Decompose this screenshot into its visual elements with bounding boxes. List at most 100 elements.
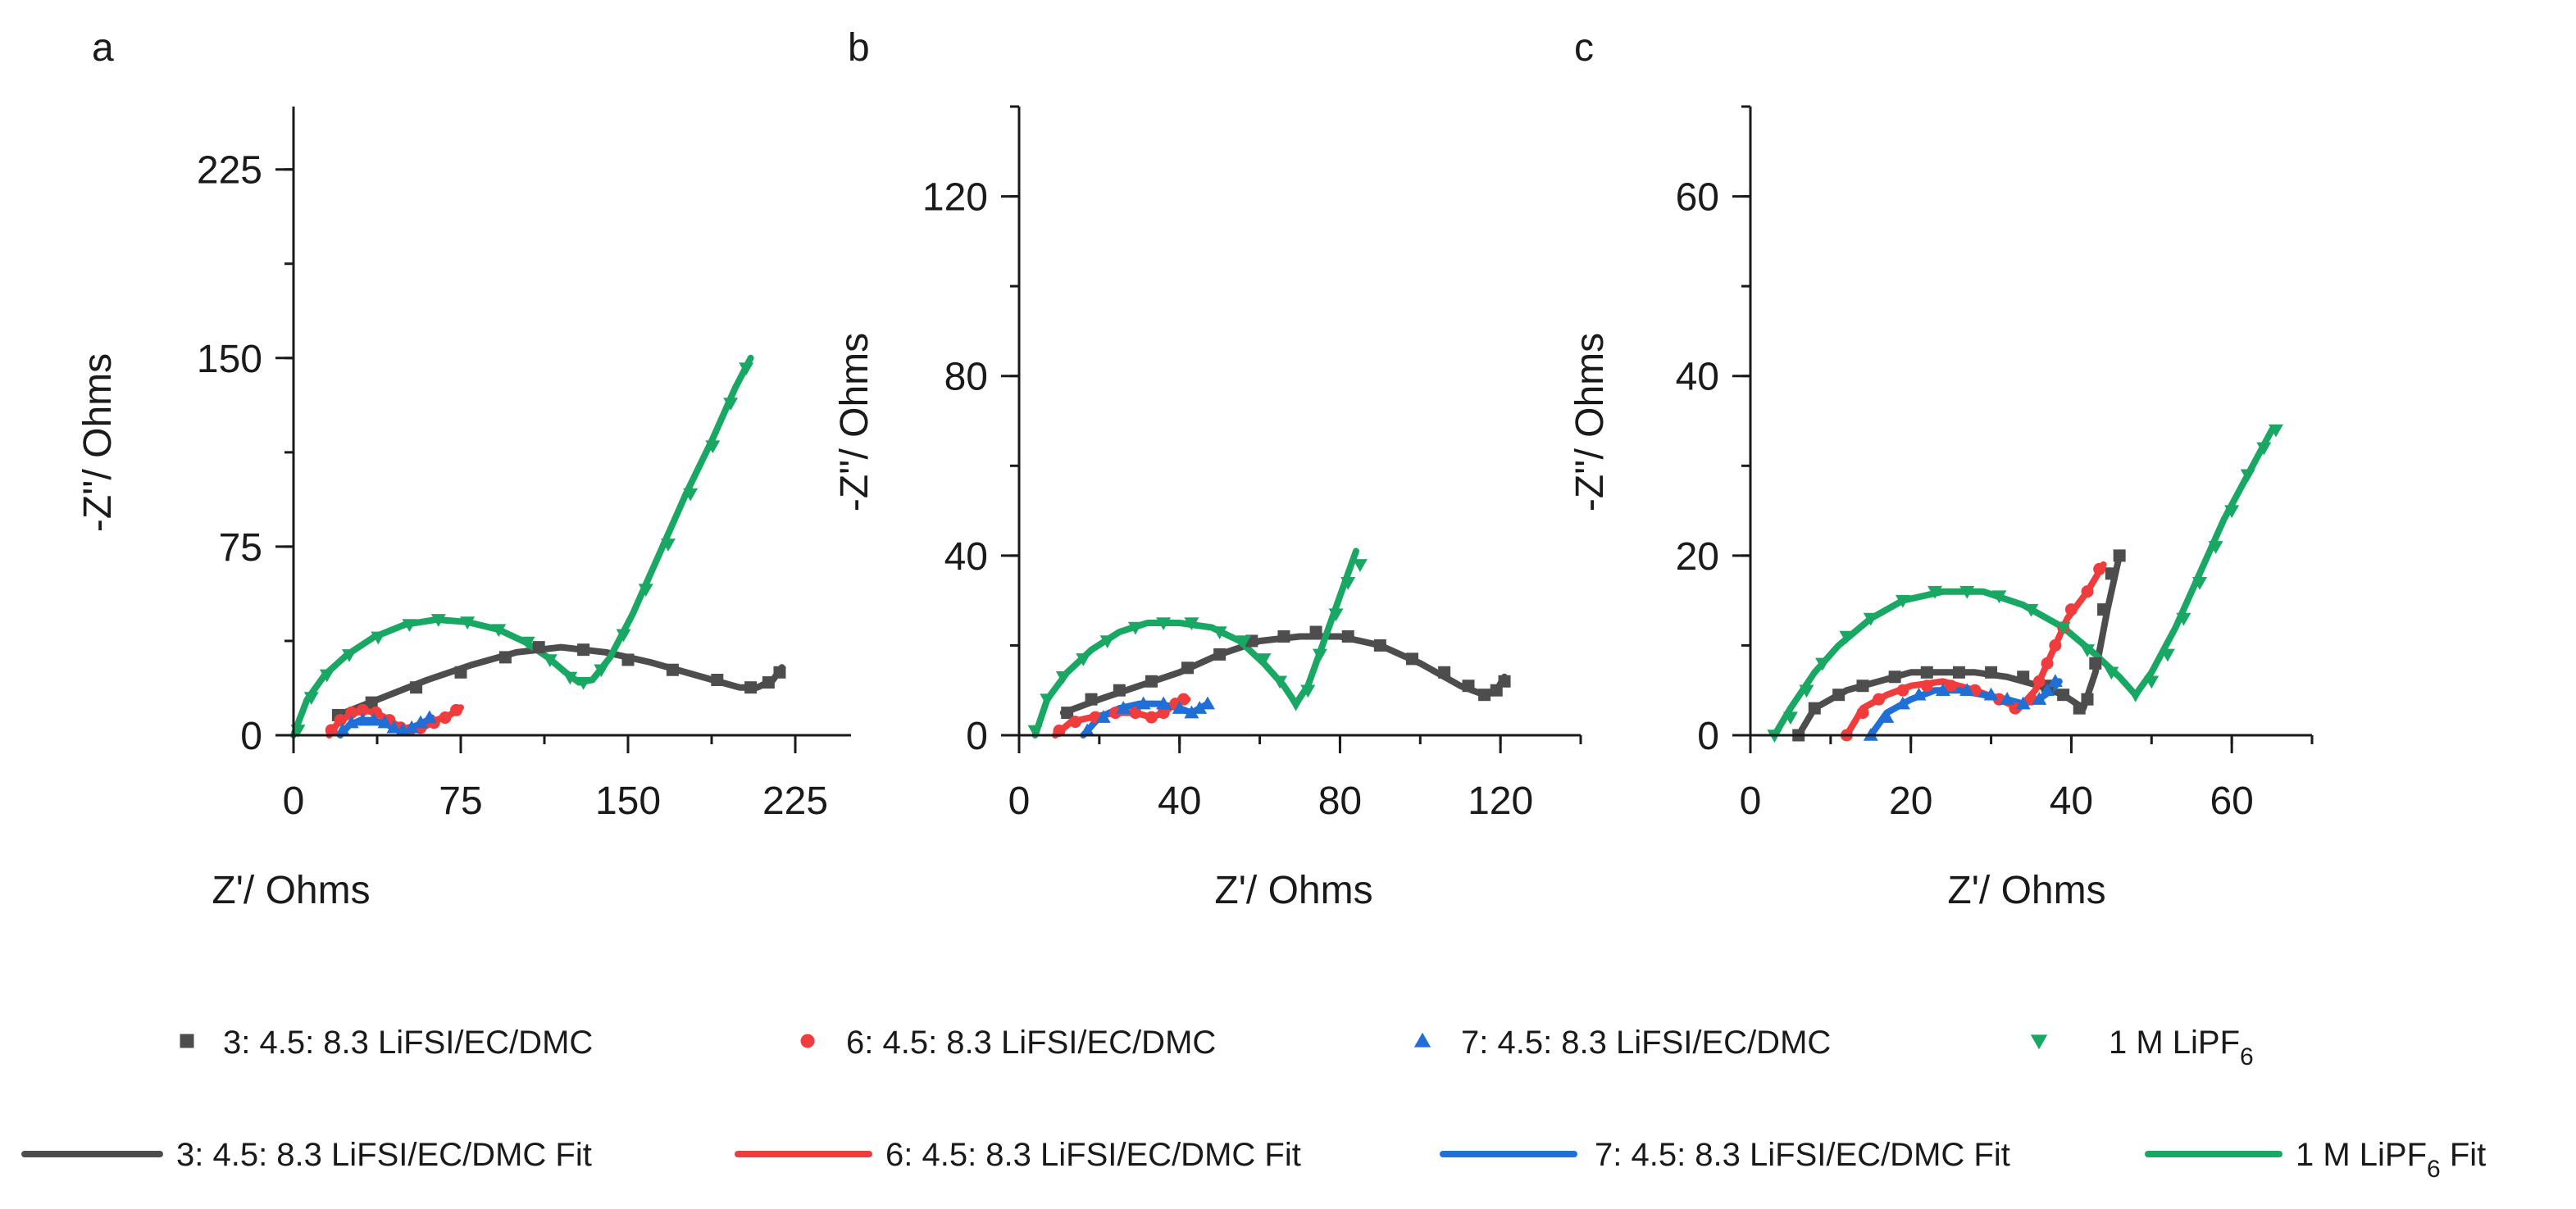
data-point-s7 <box>355 712 371 726</box>
x-axis-label: Z'/ Ohms <box>1947 869 2105 912</box>
data-point-lipf6 <box>1328 608 1344 622</box>
legend-row-fits: 3: 4.5: 8.3 LiFSI/EC/DMC Fit 6: 4.5: 8.3 … <box>21 1137 2486 1183</box>
data-point-lipf6 <box>2144 675 2160 689</box>
legend-label: 6: 4.5: 8.3 LiFSI/EC/DMC Fit <box>885 1137 1301 1173</box>
legend-label: 1 M LiPF6 <box>2109 1025 2254 1070</box>
y-axis-label: -Z''/ Ohms <box>76 353 120 532</box>
panel-label: a <box>92 26 114 70</box>
data-point-lipf6 <box>1352 559 1368 572</box>
data-point-lipf6 <box>1184 617 1199 631</box>
data-point-s3 <box>666 663 679 676</box>
data-point-s7 <box>1983 687 1999 701</box>
data-point-lipf6 <box>542 654 558 667</box>
data-point-s3 <box>1277 629 1290 643</box>
data-point-s7 <box>1199 696 1215 710</box>
data-point-s7 <box>2032 692 2047 705</box>
data-point-lipf6 <box>1782 711 1798 725</box>
data-point-s3 <box>1406 652 1418 666</box>
y-tick-label: 40 <box>944 535 988 579</box>
panel-a: a 0 75 150 225 0 75 150 225 Z'/ Ohms -Z''/ Ohms <box>76 26 851 912</box>
data-point-s6 <box>439 711 452 725</box>
legend-row-markers: 3: 4.5: 8.3 LiFSI/EC/DMC 6: 4.5: 8.3 LiFS… <box>180 1025 2254 1070</box>
panel-b: b 0 40 80 120 0 40 80 120 Z'/ Ohms -Z''/ Ohms <box>833 26 1582 912</box>
data-point-lipf6 <box>460 616 476 629</box>
data-point-lipf6 <box>2192 576 2207 590</box>
data-point-s6 <box>1177 693 1190 706</box>
y-tick-label: 150 <box>197 338 262 381</box>
data-point-lipf6 <box>2160 648 2175 662</box>
y-tick-label: 80 <box>944 356 988 399</box>
data-point-s7 <box>335 722 350 736</box>
data-point-s6 <box>1920 679 1933 693</box>
legend-label: 6: 4.5: 8.3 LiFSI/EC/DMC <box>846 1025 1216 1061</box>
data-point-s6 <box>1896 684 1909 697</box>
legend-entry: 7: 4.5: 8.3 LiFSI/EC/DMC <box>1413 1025 1831 1061</box>
data-point-lipf6 <box>2055 621 2071 635</box>
data-point-lipf6 <box>723 398 739 411</box>
data-point-lipf6 <box>1099 635 1115 648</box>
data-point-s6 <box>1157 707 1170 720</box>
legend-marker-s6 <box>800 1034 815 1048</box>
data-point-lipf6 <box>1040 693 1055 707</box>
y-tick-label: 0 <box>240 715 262 758</box>
data-point-s7 <box>1935 683 1950 696</box>
data-point-lipf6 <box>1156 617 1172 631</box>
data-point-s6 <box>1856 707 1869 720</box>
legend-entry: 7: 4.5: 8.3 LiFSI/EC/DMC Fit <box>1440 1137 2010 1173</box>
data-point-s6 <box>2064 603 2078 616</box>
plot-area: 0 40 80 120 0 40 80 120 <box>922 105 1582 823</box>
data-point-s3 <box>1145 675 1158 688</box>
data-point-lipf6 <box>683 488 699 502</box>
data-point-lipf6 <box>660 539 676 552</box>
y-axis-label: -Z''/ Ohms <box>833 333 876 511</box>
data-point-s7 <box>1156 696 1172 710</box>
data-point-s3 <box>532 641 545 654</box>
data-point-s3 <box>2089 657 2102 670</box>
data-point-lipf6 <box>576 676 591 690</box>
legend-label: 1 M LiPF6 Fit <box>2296 1137 2486 1183</box>
data-point-s6 <box>1145 711 1158 724</box>
x-tick-label: 40 <box>2050 779 2093 823</box>
data-point-s7 <box>1095 710 1111 723</box>
legend-label: 7: 4.5: 8.3 LiFSI/EC/DMC <box>1461 1025 1831 1061</box>
data-point-s6 <box>450 703 463 716</box>
data-point-s6 <box>334 714 347 727</box>
data-point-lipf6 <box>1799 684 1814 698</box>
fit-line-s3 <box>335 643 785 719</box>
data-point-lipf6 <box>1212 626 1227 639</box>
data-point-s3 <box>2017 670 2030 684</box>
data-point-s7 <box>377 715 393 729</box>
data-point-s7 <box>1911 687 1927 701</box>
data-point-s3 <box>711 674 724 687</box>
data-point-lipf6 <box>1895 594 1910 608</box>
data-point-s7 <box>1192 701 1208 714</box>
data-point-lipf6 <box>371 631 386 645</box>
data-point-s7 <box>413 715 429 729</box>
data-point-s3 <box>1888 670 1901 684</box>
data-point-s7 <box>1895 696 1910 710</box>
data-point-s3 <box>410 681 423 694</box>
legend-marker-s3 <box>180 1034 194 1048</box>
data-point-lipf6 <box>1863 612 1878 626</box>
data-point-s3 <box>1985 666 1998 679</box>
data-point-s7 <box>1879 710 1895 723</box>
data-point-s3 <box>365 696 378 709</box>
data-point-s3 <box>1341 629 1354 643</box>
data-point-lipf6 <box>2176 612 2191 626</box>
panel-label: c <box>1574 26 1594 70</box>
data-point-lipf6 <box>2128 689 2143 702</box>
x-tick-label: 120 <box>1468 779 1533 823</box>
data-point-s7 <box>1080 723 1095 737</box>
data-point-lipf6 <box>562 671 578 685</box>
x-tick-label: 20 <box>1889 779 1932 823</box>
data-point-lipf6 <box>2104 666 2119 680</box>
panel-c: c 0 20 40 60 0 20 40 60 Z'/ Ohms -Z''/ Ohms <box>1568 26 2314 912</box>
data-point-lipf6 <box>2240 469 2255 483</box>
data-point-s3 <box>773 666 786 679</box>
legend-entry: 3: 4.5: 8.3 LiFSI/EC/DMC Fit <box>21 1137 592 1173</box>
data-point-lipf6 <box>638 584 653 598</box>
data-point-lipf6 <box>520 636 535 650</box>
x-tick-label: 60 <box>2210 779 2253 823</box>
